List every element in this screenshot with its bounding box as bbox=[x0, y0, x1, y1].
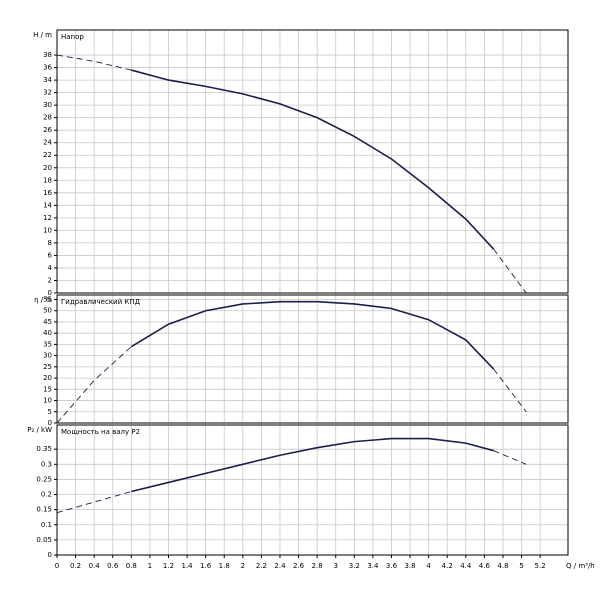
y-tick-label: 36 bbox=[43, 64, 52, 72]
x-tick-label: 5 bbox=[519, 562, 523, 570]
y-tick-label: 20 bbox=[43, 374, 52, 382]
y-tick-label: 0 bbox=[48, 419, 52, 427]
y-tick-label: 5 bbox=[48, 408, 52, 416]
y-tick-label: 0.3 bbox=[41, 460, 52, 468]
y-axis-label: η / % bbox=[34, 296, 52, 304]
x-tick-label: 3.6 bbox=[386, 562, 398, 570]
curve-solid bbox=[131, 437, 494, 493]
x-axis-label: Q / m³/h bbox=[566, 562, 595, 570]
y-tick-label: 12 bbox=[43, 214, 52, 222]
y-tick-label: 22 bbox=[43, 151, 52, 159]
y-tick-label: 45 bbox=[43, 318, 52, 326]
y-tick-label: 4 bbox=[48, 264, 53, 272]
x-tick-label: 4.4 bbox=[460, 562, 472, 570]
y-tick-label: 28 bbox=[43, 114, 52, 122]
x-tick-label: 1.2 bbox=[163, 562, 174, 570]
y-tick-label: 10 bbox=[43, 226, 52, 234]
y-tick-label: 30 bbox=[43, 101, 52, 109]
y-tick-label: 6 bbox=[48, 251, 53, 259]
x-tick-label: 4.8 bbox=[497, 562, 508, 570]
curve-dashed bbox=[56, 491, 132, 514]
y-tick-label: 32 bbox=[43, 89, 52, 97]
y-tick-label: 0.05 bbox=[36, 536, 52, 544]
y-tick-label: 0 bbox=[48, 289, 52, 297]
y-tick-label: 0.35 bbox=[36, 445, 52, 453]
y-tick-label: 2 bbox=[48, 276, 52, 284]
y-tick-label: 0.2 bbox=[41, 491, 52, 499]
y-tick-label: 10 bbox=[43, 397, 52, 405]
panel-label: Напор bbox=[61, 33, 84, 41]
panel-label: Гидравлический КПД bbox=[61, 298, 141, 306]
x-tick-label: 4.2 bbox=[442, 562, 453, 570]
x-tick-label: 0.2 bbox=[70, 562, 81, 570]
y-tick-label: 0 bbox=[48, 551, 52, 559]
y-tick-label: 40 bbox=[43, 329, 52, 337]
x-tick-label: 3 bbox=[333, 562, 337, 570]
y-tick-label: 34 bbox=[43, 76, 52, 84]
x-tick-label: 0.6 bbox=[107, 562, 119, 570]
curve-solid bbox=[130, 300, 495, 370]
curve-dashed bbox=[493, 450, 527, 465]
x-tick-label: 0.8 bbox=[126, 562, 137, 570]
x-tick-label: 0 bbox=[55, 562, 59, 570]
panel-frame bbox=[56, 29, 569, 294]
curve-dashed bbox=[56, 346, 132, 424]
y-tick-label: 24 bbox=[43, 139, 52, 147]
panel-label: Мощность на валу P2 bbox=[61, 428, 140, 436]
curve-dashed bbox=[493, 248, 527, 294]
y-axis-label: P₂ / kW bbox=[27, 426, 52, 434]
panel-frame bbox=[56, 294, 569, 424]
y-tick-label: 14 bbox=[43, 201, 52, 209]
y-tick-label: 0.15 bbox=[36, 506, 52, 514]
y-tick-label: 30 bbox=[43, 352, 52, 360]
x-tick-label: 2.6 bbox=[293, 562, 305, 570]
x-tick-label: 2 bbox=[241, 562, 245, 570]
y-tick-label: 55 bbox=[43, 295, 52, 303]
panel-frame bbox=[56, 424, 569, 556]
curve-solid bbox=[131, 69, 495, 250]
x-tick-label: 1.6 bbox=[200, 562, 212, 570]
y-tick-label: 0.25 bbox=[36, 475, 52, 483]
curve-dashed bbox=[56, 54, 132, 71]
y-tick-label: 0.1 bbox=[41, 521, 52, 529]
y-tick-label: 35 bbox=[43, 340, 52, 348]
y-tick-label: 8 bbox=[48, 239, 52, 247]
y-tick-label: 26 bbox=[43, 126, 52, 134]
x-tick-label: 2.8 bbox=[312, 562, 323, 570]
y-tick-label: 15 bbox=[43, 385, 52, 393]
x-tick-label: 4.6 bbox=[479, 562, 491, 570]
y-tick-label: 16 bbox=[43, 189, 52, 197]
x-tick-label: 1.8 bbox=[219, 562, 230, 570]
y-tick-label: 50 bbox=[43, 307, 52, 315]
y-tick-label: 38 bbox=[43, 51, 52, 59]
x-tick-label: 3.2 bbox=[349, 562, 360, 570]
x-tick-label: 1 bbox=[148, 562, 152, 570]
x-tick-label: 1.4 bbox=[182, 562, 194, 570]
y-axis-label: H / m bbox=[33, 31, 52, 39]
x-tick-label: 0.4 bbox=[89, 562, 101, 570]
x-tick-label: 2.4 bbox=[274, 562, 286, 570]
x-tick-label: 4 bbox=[426, 562, 431, 570]
x-tick-label: 2.2 bbox=[256, 562, 267, 570]
y-tick-label: 20 bbox=[43, 164, 52, 172]
x-tick-label: 3.4 bbox=[367, 562, 379, 570]
curve-dashed bbox=[493, 368, 527, 413]
x-tick-label: 3.8 bbox=[404, 562, 415, 570]
y-tick-label: 18 bbox=[43, 176, 52, 184]
y-tick-label: 25 bbox=[43, 363, 52, 371]
x-tick-label: 5.2 bbox=[535, 562, 546, 570]
